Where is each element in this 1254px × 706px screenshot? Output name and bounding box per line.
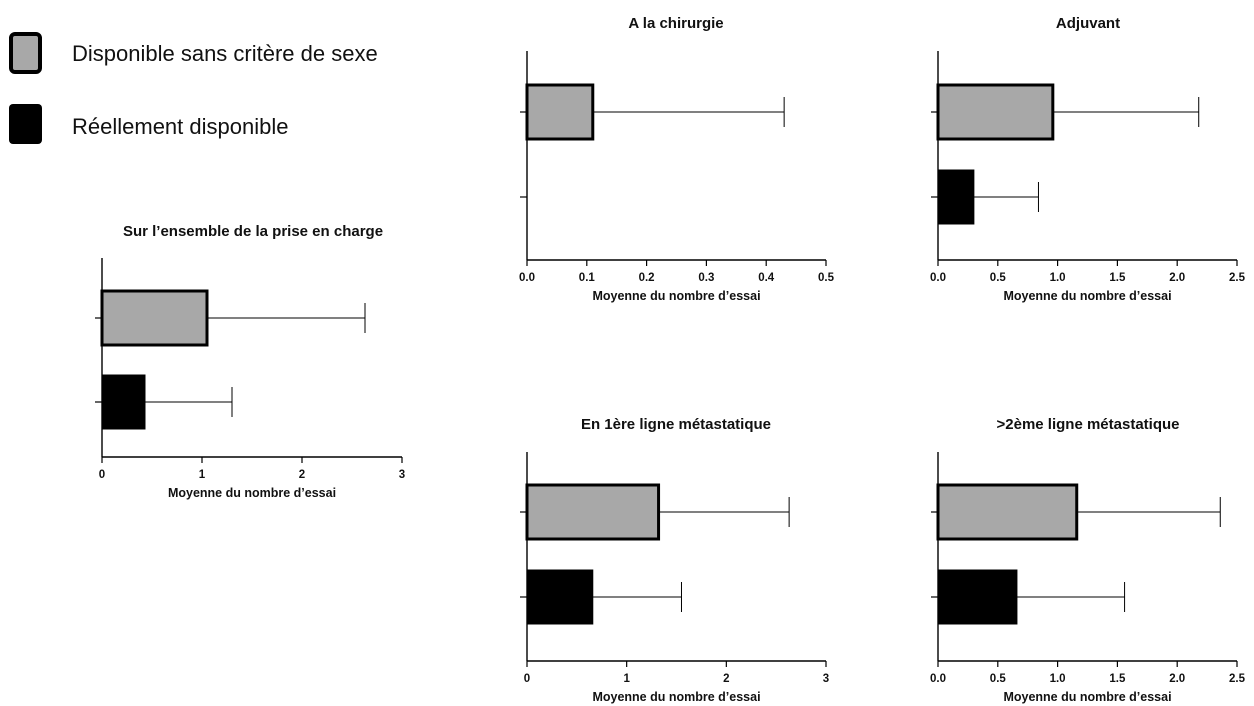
legend-swatch-black: [9, 104, 42, 144]
legend-swatch-gray: [9, 32, 42, 74]
x-axis-label: Moyenne du nombre d’essai: [592, 289, 760, 303]
x-axis-label: Moyenne du nombre d’essai: [168, 486, 336, 500]
legend-label-black: Réellement disponible: [72, 114, 288, 139]
x-tick-label: 0.1: [579, 272, 596, 284]
chart-panels: Sur l’ensemble de la prise en charge 0 1 2 3…: [95, 15, 1246, 704]
x-tick-label: 2.0: [1169, 272, 1185, 284]
chart-panel-4: En 1ère ligne métastatique 0 1 2 3 Moyenne du…: [520, 416, 829, 704]
x-tick-label: 0.0: [519, 272, 535, 284]
chart-panel-1: Sur l’ensemble de la prise en charge 0 1 2 3…: [95, 223, 405, 500]
x-axis-label: Moyenne du nombre d’essai: [1003, 289, 1171, 303]
bar-black: [526, 569, 594, 625]
x-tick-label: 0.2: [639, 272, 655, 284]
x-tick-label: 1.0: [1050, 272, 1066, 284]
bar-gray: [100, 289, 209, 347]
x-tick-label: 1.0: [1050, 673, 1066, 685]
x-tick-label: 0: [524, 673, 530, 685]
bar-black: [937, 169, 975, 225]
x-tick-label: 3: [823, 673, 829, 685]
x-tick-label: 2.0: [1169, 673, 1185, 685]
chart-title: Sur l’ensemble de la prise en charge: [123, 223, 383, 240]
chart-title: >2ème ligne métastatique: [997, 416, 1180, 433]
chart-title: Adjuvant: [1056, 15, 1120, 32]
bar-gray: [525, 483, 661, 541]
bar-gray: [525, 83, 595, 141]
chart-title: En 1ère ligne métastatique: [581, 416, 771, 433]
x-tick-label: 0.5: [990, 272, 1007, 284]
x-tick-label: 3: [399, 469, 405, 481]
x-tick-label: 0.5: [818, 272, 835, 284]
x-tick-label: 2.5: [1229, 272, 1246, 284]
legend: Disponible sans critère de sexe Réelleme…: [9, 32, 378, 144]
x-tick-label: 0.3: [698, 272, 714, 284]
x-tick-label: 1.5: [1109, 272, 1126, 284]
chart-title: A la chirurgie: [628, 15, 723, 32]
x-tick-label: 1: [623, 673, 630, 685]
x-tick-label: 2.5: [1229, 673, 1246, 685]
x-tick-label: 1: [199, 469, 206, 481]
x-axis-label: Moyenne du nombre d’essai: [1003, 690, 1171, 704]
bar-black: [937, 569, 1018, 625]
legend-label-gray: Disponible sans critère de sexe: [72, 41, 378, 66]
chart-panel-2: A la chirurgie 0.0 0.1 0.2 0.3 0.4 0.5 Moyenne …: [519, 15, 835, 303]
bar-black: [101, 374, 146, 430]
x-tick-label: 0.4: [758, 272, 775, 284]
x-tick-label: 0.0: [930, 272, 946, 284]
chart-panel-5: >2ème ligne métastatique 0.0 0.5 1.0 1.5 2.0 2…: [930, 416, 1246, 704]
bar-gray: [936, 483, 1079, 541]
bar-gray: [936, 83, 1055, 141]
x-tick-label: 2: [299, 469, 305, 481]
x-tick-label: 1.5: [1109, 673, 1126, 685]
x-tick-label: 0: [99, 469, 105, 481]
x-tick-label: 0.0: [930, 673, 946, 685]
x-tick-label: 0.5: [990, 673, 1007, 685]
chart-panel-3: Adjuvant 0.0 0.5 1.0 1.5 2.0 2.5 Moyenne du nom…: [930, 15, 1246, 303]
x-axis-label: Moyenne du nombre d’essai: [592, 690, 760, 704]
x-tick-label: 2: [723, 673, 729, 685]
